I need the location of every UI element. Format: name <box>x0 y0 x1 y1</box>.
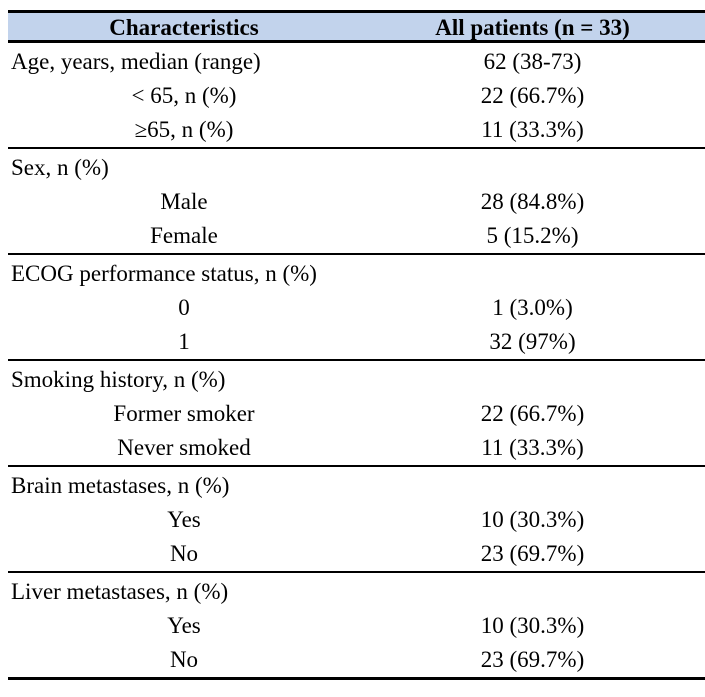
column-header-all-patients: All patients (n = 33) <box>435 14 630 40</box>
row-value: 11 (33.3%) <box>481 116 584 142</box>
table-row: Male 28 (84.8%) <box>8 184 705 218</box>
table-row: Never smoked 11 (33.3%) <box>8 430 705 464</box>
row-label: Yes <box>167 506 201 532</box>
table-row: No 23 (69.7%) <box>8 536 705 570</box>
table-row: < 65, n (%) 22 (66.7%) <box>8 78 705 112</box>
row-label: Liver metastases, n (%) <box>11 578 229 604</box>
table-row: ≥65, n (%) 11 (33.3%) <box>8 112 705 146</box>
row-label: ECOG performance status, n (%) <box>11 260 317 286</box>
row-label: Female <box>150 222 218 248</box>
row-value: 23 (69.7%) <box>480 646 585 672</box>
row-label: Never smoked <box>117 434 251 460</box>
row-label: Former smoker <box>113 400 255 426</box>
table-section: ECOG performance status, n (%) 0 1 (3.0%… <box>8 255 705 361</box>
table-row: ECOG performance status, n (%) <box>8 256 705 290</box>
patient-characteristics-table: Characteristics All patients (n = 33) Ag… <box>8 10 705 680</box>
row-value: 11 (33.3%) <box>481 434 584 460</box>
row-label: Sex, n (%) <box>11 154 109 180</box>
row-label: Male <box>160 188 208 214</box>
row-value: 10 (30.3%) <box>480 612 585 638</box>
row-value: 10 (30.3%) <box>480 506 585 532</box>
row-label: ≥65, n (%) <box>134 116 234 142</box>
row-value: 5 (15.2%) <box>486 222 579 248</box>
table-row: Liver metastases, n (%) <box>8 574 705 608</box>
table-row: Smoking history, n (%) <box>8 362 705 396</box>
table-row: 1 32 (97%) <box>8 324 705 358</box>
row-value: 1 (3.0%) <box>492 294 573 320</box>
table-section: Age, years, median (range) 62 (38-73) < … <box>8 43 705 149</box>
table-row: Brain metastases, n (%) <box>8 468 705 502</box>
column-header-characteristics: Characteristics <box>109 14 259 40</box>
table-row: Sex, n (%) <box>8 150 705 184</box>
table-row: No 23 (69.7%) <box>8 642 705 676</box>
row-label: < 65, n (%) <box>131 82 237 108</box>
table-header-row: Characteristics All patients (n = 33) <box>8 13 705 43</box>
document-page: Characteristics All patients (n = 33) Ag… <box>0 10 705 697</box>
row-label: Yes <box>167 612 201 638</box>
table-row: Former smoker 22 (66.7%) <box>8 396 705 430</box>
row-label: 0 <box>178 294 190 320</box>
table-row: Yes 10 (30.3%) <box>8 608 705 642</box>
row-label: No <box>169 646 199 672</box>
row-value: 22 (66.7%) <box>480 400 585 426</box>
row-value: 62 (38-73) <box>483 48 582 74</box>
row-value: 32 (97%) <box>489 328 576 354</box>
table-row: 0 1 (3.0%) <box>8 290 705 324</box>
table-row: Yes 10 (30.3%) <box>8 502 705 536</box>
row-label: 1 <box>178 328 190 354</box>
table-row: Age, years, median (range) 62 (38-73) <box>8 44 705 78</box>
row-value: 23 (69.7%) <box>480 540 585 566</box>
row-label: Smoking history, n (%) <box>11 366 226 392</box>
table-body: Age, years, median (range) 62 (38-73) < … <box>8 43 705 677</box>
table-row: Female 5 (15.2%) <box>8 218 705 252</box>
row-value: 28 (84.8%) <box>480 188 585 214</box>
table-section: Brain metastases, n (%) Yes 10 (30.3%) N… <box>8 467 705 573</box>
table-section: Liver metastases, n (%) Yes 10 (30.3%) N… <box>8 573 705 677</box>
row-label: Brain metastases, n (%) <box>11 472 230 498</box>
table-section: Smoking history, n (%) Former smoker 22 … <box>8 361 705 467</box>
row-value: 22 (66.7%) <box>480 82 585 108</box>
table-section: Sex, n (%) Male 28 (84.8%) Female 5 (15.… <box>8 149 705 255</box>
row-label: Age, years, median (range) <box>11 48 261 74</box>
row-label: No <box>169 540 199 566</box>
